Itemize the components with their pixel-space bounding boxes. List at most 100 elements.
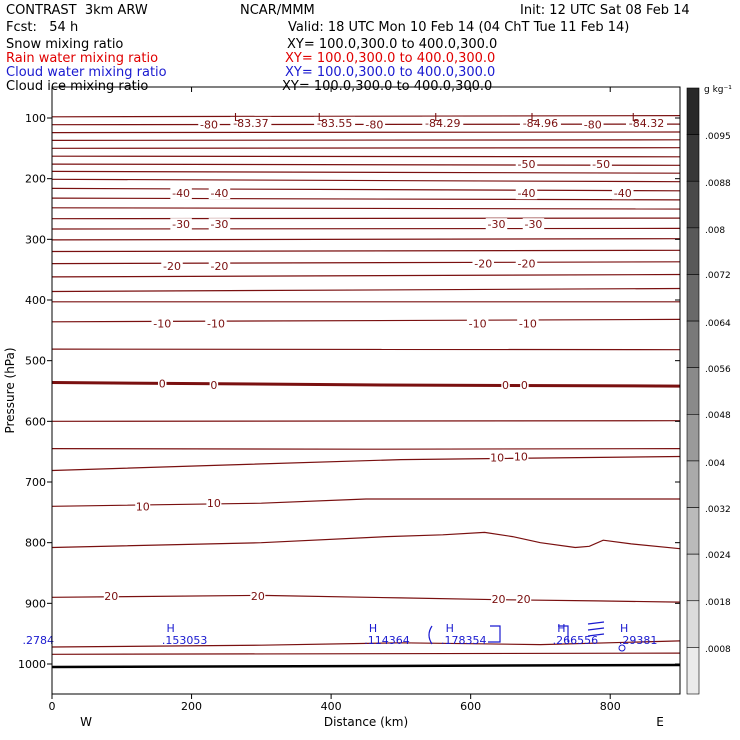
cloud-water-contour bbox=[428, 625, 433, 645]
contour-label: 10 bbox=[207, 497, 221, 510]
y-tick-label: 200 bbox=[25, 173, 46, 186]
x-tick-label: 600 bbox=[460, 700, 481, 713]
contour-label-bg bbox=[485, 218, 508, 231]
contour-label: -10 bbox=[207, 318, 225, 331]
colorbar-tick-label: .004 bbox=[705, 459, 725, 469]
low-marker: L bbox=[530, 111, 537, 124]
field-name-cloud-water: Cloud water mixing ratio bbox=[6, 65, 167, 80]
contour-label: -80 bbox=[584, 119, 602, 132]
contour-label-bg bbox=[250, 590, 266, 603]
isotherm-line bbox=[52, 455, 680, 472]
field-xy-snow: XY= 100.0,300.0 to 400.0,300.0 bbox=[287, 37, 498, 52]
cloud-water-high-marker: H bbox=[446, 622, 454, 635]
contour-label-bg bbox=[626, 116, 668, 129]
forecast-hour-label: Fcst: 54 h bbox=[6, 20, 79, 35]
contour-label-bg bbox=[363, 118, 386, 131]
init-label: Init: 12 UTC Sat 08 Feb 14 bbox=[520, 3, 690, 18]
contour-label: -50 bbox=[518, 158, 536, 171]
colorbar-swatch bbox=[686, 87, 700, 135]
east-label: E bbox=[656, 715, 664, 729]
colorbar-swatch bbox=[686, 134, 700, 182]
cloud-water-contour bbox=[618, 644, 626, 652]
plot-frame bbox=[51, 86, 681, 695]
contour-label: -30 bbox=[524, 218, 542, 231]
isotherm-line bbox=[52, 170, 680, 174]
isotherm-line bbox=[52, 155, 680, 158]
center-label: NCAR/MMM bbox=[240, 3, 315, 18]
contour-label-bg bbox=[206, 497, 222, 510]
model-label: CONTRAST 3km ARW bbox=[6, 3, 148, 18]
cloud-water-edge-value: .2784 bbox=[23, 634, 55, 647]
contour-label: -10 bbox=[153, 318, 171, 331]
cloud-water-high-marker: H bbox=[369, 622, 377, 635]
contour-label: -10 bbox=[519, 318, 537, 331]
isotherm-line bbox=[52, 594, 680, 603]
isotherm-line bbox=[52, 249, 680, 253]
colorbar-tick-label: .0008 bbox=[705, 645, 731, 655]
isotherm-line bbox=[52, 448, 680, 450]
isotherm-line bbox=[52, 227, 680, 230]
x-tick-label: 200 bbox=[181, 700, 202, 713]
contour-label-bg bbox=[582, 118, 604, 131]
contour-label: 0 bbox=[210, 379, 217, 392]
contour-label: 0 bbox=[502, 379, 509, 392]
contour-label-bg bbox=[516, 593, 532, 606]
cloud-water-contour bbox=[488, 625, 501, 643]
contour-label: -20 bbox=[518, 258, 536, 271]
colorbar-swatch bbox=[686, 180, 700, 229]
contour-label-bg bbox=[230, 116, 272, 129]
contour-label-bg bbox=[208, 218, 231, 231]
isotherm-lines bbox=[52, 115, 680, 669]
ground-line bbox=[52, 663, 680, 669]
contour-label-bg bbox=[314, 116, 356, 129]
isotherm-line bbox=[52, 217, 680, 220]
isotherm-zero-line bbox=[52, 381, 680, 388]
y-tick-label: 300 bbox=[25, 233, 46, 246]
cloud-water-high-value: .178354 bbox=[441, 634, 487, 647]
contour-label: -20 bbox=[163, 260, 181, 273]
contour-label-bg bbox=[501, 378, 510, 391]
isotherm-line bbox=[52, 498, 680, 507]
cloud-water-high-marker: H bbox=[557, 622, 565, 635]
cloud-water-high-value: .153053 bbox=[162, 634, 208, 647]
isotherm-line bbox=[52, 287, 680, 293]
colorbar-tick-label: .0048 bbox=[705, 411, 731, 421]
colorbar-swatch bbox=[686, 414, 700, 462]
y-tick-label: 600 bbox=[25, 415, 46, 428]
isotherm-line bbox=[52, 640, 680, 648]
y-axis-label: Pressure (hPa) bbox=[3, 347, 17, 433]
contour-label-bg bbox=[489, 451, 505, 464]
contour-label-bg bbox=[466, 317, 489, 330]
colorbar-unit: g kg⁻¹ bbox=[704, 85, 732, 95]
contour-label: -10 bbox=[469, 318, 487, 331]
contour-label: -30 bbox=[210, 218, 228, 231]
low-marker: L bbox=[318, 111, 325, 124]
contour-label-bg bbox=[472, 257, 494, 270]
contour-label-bg bbox=[161, 260, 183, 273]
contour-label-bg bbox=[103, 590, 119, 603]
contour-label-bg bbox=[513, 450, 529, 463]
low-marker: L bbox=[632, 111, 639, 124]
contour-label-bg bbox=[170, 218, 192, 231]
contour-label: 20 bbox=[517, 593, 531, 606]
isotherm-line bbox=[52, 147, 680, 149]
y-tick-label: 500 bbox=[25, 355, 46, 368]
contour-label: -50 bbox=[592, 158, 610, 171]
isotherm-line bbox=[52, 115, 680, 118]
contour-label: -20 bbox=[474, 258, 492, 271]
isotherm-line bbox=[52, 238, 680, 241]
contour-label-bg bbox=[170, 187, 192, 200]
contour-label-bg bbox=[208, 187, 231, 200]
cloud-water-high-marker: H bbox=[620, 622, 628, 635]
contour-label: 10 bbox=[136, 500, 150, 513]
isotherm-line bbox=[52, 207, 680, 210]
colorbar-tick-label: .0064 bbox=[705, 319, 731, 329]
contour-label: -20 bbox=[210, 260, 228, 273]
contour-label: -84.32 bbox=[629, 117, 664, 130]
isotherm-line bbox=[52, 178, 680, 183]
contour-label: -40 bbox=[172, 187, 190, 200]
colorbar-swatch bbox=[686, 507, 700, 555]
contour-label: -83.55 bbox=[317, 117, 352, 130]
cloud-water-high-marker: H bbox=[166, 622, 174, 635]
